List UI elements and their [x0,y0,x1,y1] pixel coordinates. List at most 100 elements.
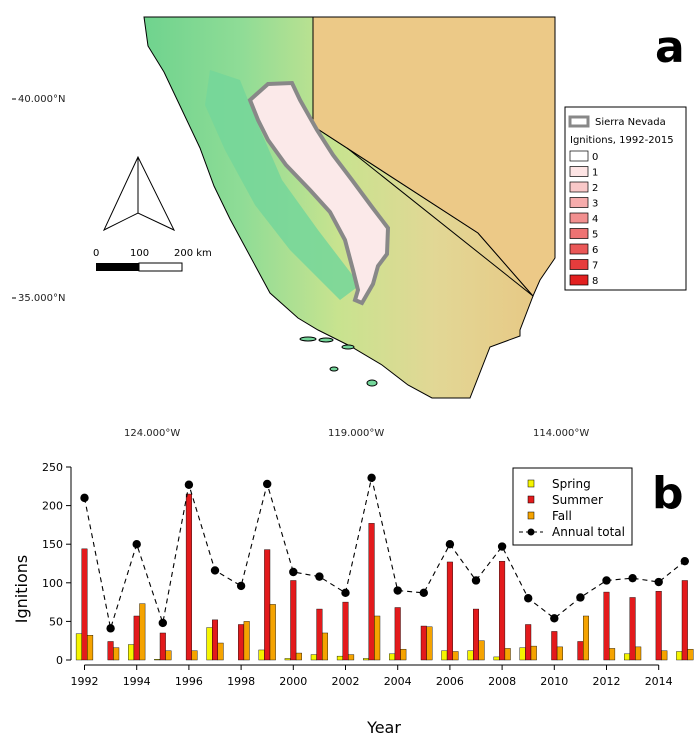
legend-swatch-fall [527,511,535,520]
bar-summer [603,591,610,661]
annual-total-point [106,624,115,633]
bar-spring [336,655,343,661]
y-tick-label: 200 [42,500,63,513]
annual-total-point [80,493,89,503]
annual-total-point [419,588,428,598]
bar-spring [75,633,82,661]
island-shape [299,336,317,342]
scalebar-white-segment [138,262,183,272]
annual-total-point [550,614,559,623]
sierra-nevada-region [247,80,391,306]
annual-total-point [576,593,585,602]
legend-class-label: 5 [592,230,598,241]
bar-fall [191,650,198,661]
legend-ignitions-title: Ignitions, 1992-2015 [570,135,674,146]
bar-fall [583,615,590,661]
bar-spring [310,654,317,661]
x-tick-label: 1996 [175,675,203,688]
bar-summer [629,597,636,661]
legend-class-swatch [569,166,589,177]
x-tick-label: 2010 [540,675,568,688]
x-tick-label: 2002 [332,675,360,688]
scalebar-black-segment [96,263,139,271]
bar-spring [493,656,500,661]
bar-fall [426,626,433,661]
bar-fall [400,648,407,661]
bar-spring [519,647,526,661]
x-tick-label: 2012 [593,675,621,688]
x-axis-title: Year [366,718,401,734]
x-tick-label: 2000 [279,675,307,688]
legend-class-swatch [569,181,589,193]
legend-class-swatch [569,274,589,286]
y-tick-label: 250 [42,461,63,474]
bar-summer [342,601,349,661]
legend-class-swatch [569,150,589,162]
north-arrow-icon [102,155,176,232]
x-tick-label: 1994 [123,675,151,688]
legend-label-annual-total: Annual total [552,525,625,539]
annual-total-point [367,473,376,483]
x-tick-label: 2006 [436,675,464,688]
bar-summer [655,591,662,661]
bar-fall [530,645,537,661]
bar-fall [322,632,329,661]
annual-total-point [445,540,455,549]
island-shape [341,344,355,350]
x-tick-label: 2014 [645,675,673,688]
chart-line [80,473,689,633]
legend-point-sample [527,528,535,536]
nevada-border-line [346,147,534,297]
annual-total-point [210,566,220,575]
bar-fall [661,650,668,661]
annual-total-point [628,573,637,583]
x-tick-label: 2008 [488,675,516,688]
bar-fall [113,647,120,661]
bar-summer [681,580,688,661]
bar-spring [363,658,370,661]
annual-total-point [524,594,533,603]
bar-summer [551,631,558,661]
annual-total-point [341,588,350,598]
bar-spring [389,653,396,661]
annual-total-point [471,576,481,585]
bar-spring [441,650,448,661]
bar-summer [525,624,532,661]
legend-sierra-label: Sierra Nevada [595,117,666,128]
annual-total-point [654,577,663,587]
bar-fall [217,642,224,661]
bar-fall [165,650,172,661]
legend-swatch-spring [527,479,535,488]
chart-axes: 0 50 100 150 200 250 1992 1994 1996 1998 2000 2002 2… [42,461,673,688]
annual-total-point [497,542,507,551]
bar-spring [258,649,265,661]
legend-class-swatch [569,212,589,224]
chart-legend: Spring Summer Fall Annual total [512,467,633,546]
x-tick-label: 1998 [227,675,255,688]
legend-class-label: 3 [592,199,598,210]
bar-summer [577,641,584,661]
bar-summer [446,561,453,661]
chart-panel: b Ignitions Year 0 50 100 150 200 250 1992 1994… [12,461,694,734]
lon-label-124: 124.000°W [124,428,180,439]
bar-fall [348,654,355,661]
bar-fall [635,646,642,661]
legend-sierra-swatch [568,115,590,128]
lat-label-40: 40.000°N [18,94,65,105]
legend-label-spring: Spring [552,477,591,491]
bar-fall [687,648,694,661]
bar-spring [467,650,474,661]
nevada-shape [312,16,556,297]
legend-class-label: 8 [592,276,598,287]
legend-class-swatch [569,228,589,239]
island-shape [329,366,339,372]
lon-label-114: 114.000°W [533,428,589,439]
annual-total-point [315,572,324,581]
y-tick-label: 150 [42,538,63,551]
legend-class-label: 0 [592,152,598,163]
x-tick-label: 2004 [384,675,412,688]
bar-fall [609,648,616,661]
legend-class-label: 7 [592,261,598,272]
legend-class-label: 6 [592,245,598,256]
annual-total-point [680,556,689,566]
